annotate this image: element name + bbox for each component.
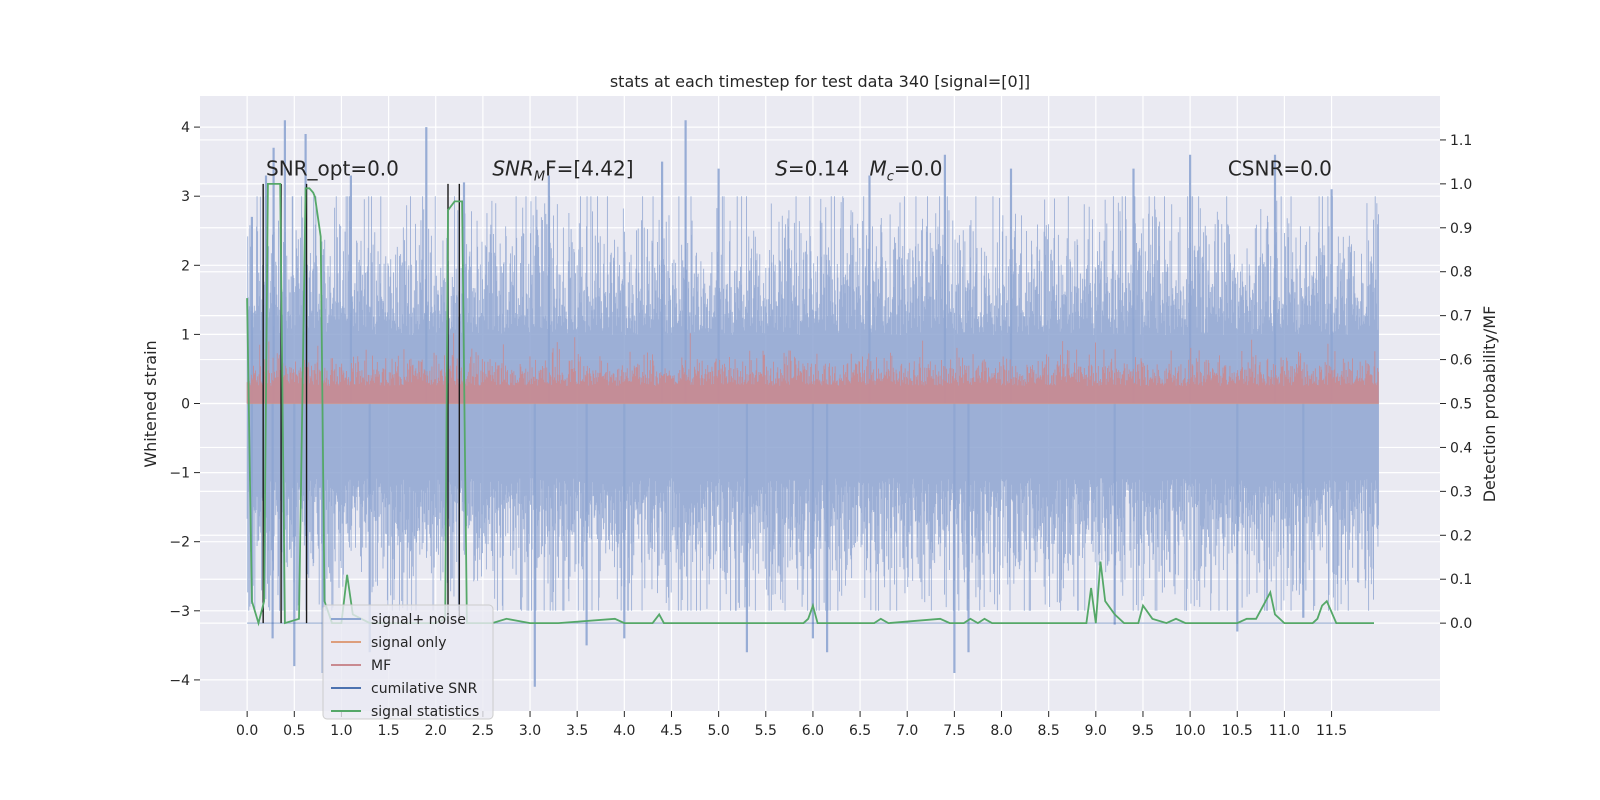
- x-tick-label: 4.5: [660, 723, 682, 739]
- y-right-tick-label: 0.0: [1450, 616, 1472, 632]
- y-right-tick-label: 0.7: [1450, 309, 1472, 325]
- x-tick-label: 9.5: [1132, 723, 1154, 739]
- y-right-tick-label: 1.1: [1450, 133, 1472, 149]
- legend-label: MF: [371, 658, 391, 674]
- y-axis-right: 0.0 0.1 0.2 0.3 0.4 0.5 0.6 0.7 0.8 0.9 1.0 1.1: [1440, 133, 1472, 632]
- annotation-main: S: [775, 156, 788, 180]
- x-tick-label: 10.5: [1222, 723, 1253, 739]
- annotation-main: M: [870, 156, 887, 180]
- x-tick-label: 0.5: [283, 723, 305, 739]
- x-tick-label: 8.5: [1038, 723, 1060, 739]
- y-right-tick-label: 0.1: [1450, 572, 1472, 588]
- y-tick-label: 4: [181, 120, 190, 136]
- x-tick-label: 7.0: [896, 723, 918, 739]
- series-signal-statistics: [246, 182, 1374, 627]
- annotation-sub: c: [887, 169, 894, 184]
- y-right-tick-label: 0.6: [1450, 353, 1472, 369]
- x-tick-label: 6.5: [849, 723, 871, 739]
- x-tick-label: 8.0: [990, 723, 1012, 739]
- annotation-2: S=0.14: [775, 156, 849, 180]
- annotation-1: SNRMF=[4.42]: [492, 156, 633, 184]
- x-axis: 0.0 0.5 1.0 1.5 2.0 2.5 3.0 3.5 4.0 4.5 5.0 5.5 6.0 6…: [236, 711, 1347, 739]
- y-tick-label: 0: [181, 397, 190, 413]
- x-tick-label: 1.0: [330, 723, 352, 739]
- annotation-rest: F=[4.42]: [545, 156, 633, 180]
- x-tick-label: 2.0: [425, 723, 447, 739]
- y-tick-label: −4: [169, 673, 190, 689]
- x-tick-label: 5.0: [707, 723, 729, 739]
- y-right-tick-label: 0.9: [1450, 221, 1472, 237]
- legend: signal+ noise signal only MF cumilative SNR…: [322, 604, 494, 720]
- y-axis-left: −4 −3 −2 −1 0 1 2 3 4: [169, 120, 200, 689]
- y-right-tick-label: 0.4: [1450, 440, 1472, 456]
- annotations: SNR_opt=0.0 SNRMF=[4.42] S=0.14 Mc=0.0 CSNR=…: [266, 156, 1332, 184]
- y-right-tick-label: 0.3: [1450, 484, 1472, 500]
- x-tick-label: 3.5: [566, 723, 588, 739]
- legend-label: signal statistics: [371, 704, 479, 720]
- y-tick-label: 3: [181, 189, 190, 205]
- y-axis-label-left: Whitened strain: [141, 340, 160, 467]
- legend-label: signal only: [371, 635, 446, 651]
- y-tick-label: −1: [169, 466, 190, 482]
- annotation-sub: M: [534, 169, 545, 184]
- x-tick-label: 11.0: [1269, 723, 1300, 739]
- y-tick-label: 2: [181, 258, 190, 274]
- legend-label: signal+ noise: [371, 612, 466, 628]
- y-right-tick-label: 1.0: [1450, 177, 1472, 193]
- x-tick-label: 2.5: [472, 723, 494, 739]
- x-tick-label: 4.0: [613, 723, 635, 739]
- x-tick-label: 0.0: [236, 723, 258, 739]
- legend-label: cumilative SNR: [371, 681, 478, 697]
- y-right-tick-label: 0.8: [1450, 265, 1472, 281]
- x-tick-label: 9.0: [1085, 723, 1107, 739]
- y-axis-label-right: Detection probability/MF: [1480, 306, 1499, 503]
- y-tick-label: 1: [181, 327, 190, 343]
- annotation-3: Mc=0.0: [870, 156, 943, 184]
- annotation-main: SNR: [492, 156, 534, 180]
- annotation-4: CSNR=0.0: [1228, 156, 1332, 180]
- y-right-tick-label: 0.2: [1450, 528, 1472, 544]
- y-right-tick-label: 0.5: [1450, 397, 1472, 413]
- x-tick-label: 7.5: [943, 723, 965, 739]
- annotation-0: SNR_opt=0.0: [266, 156, 399, 180]
- annotation-rest: =0.0: [894, 156, 943, 180]
- annotation-rest: =0.14: [788, 156, 849, 180]
- x-tick-label: 5.5: [755, 723, 777, 739]
- chart-title: stats at each timestep for test data 340…: [610, 72, 1030, 91]
- x-tick-label: 6.0: [802, 723, 824, 739]
- x-tick-label: 1.5: [377, 723, 399, 739]
- x-tick-label: 3.0: [519, 723, 541, 739]
- series-mf: [246, 333, 1379, 404]
- x-tick-label: 11.5: [1316, 723, 1347, 739]
- y-tick-label: −2: [169, 535, 190, 551]
- legend-box: [322, 604, 494, 720]
- y-tick-label: −3: [169, 604, 190, 620]
- x-tick-label: 10.0: [1175, 723, 1206, 739]
